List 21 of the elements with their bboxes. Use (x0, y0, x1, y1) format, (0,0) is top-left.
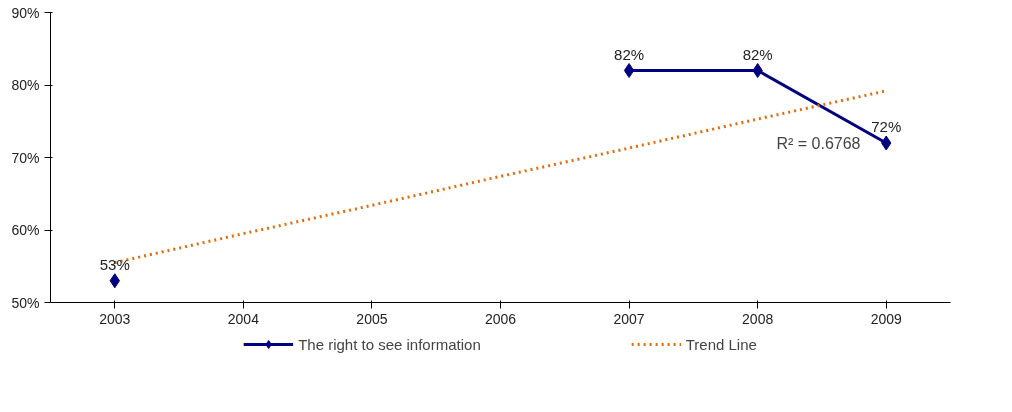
x-tick-label: 2005 (356, 310, 388, 327)
x-tick-label: 2007 (613, 310, 645, 327)
x-tick-label: 2008 (742, 310, 774, 327)
y-tick-label: 70% (11, 149, 40, 166)
x-tick-label: 2009 (870, 310, 902, 327)
point (623, 63, 635, 78)
y-tick-label: 90% (11, 4, 40, 21)
x-tick-label: 2004 (227, 310, 260, 327)
annotation: R² = 0.6768 (776, 134, 861, 152)
y-tick-label: 60% (11, 222, 40, 238)
data-label: 53% (99, 255, 130, 273)
data-label: 82% (742, 45, 773, 63)
data-label: 82% (614, 45, 645, 63)
y-tick-label: 80% (11, 77, 40, 93)
x-tick-label: 2003 (99, 310, 131, 327)
data-label: 72% (871, 118, 902, 135)
y-tick-label: 50% (11, 294, 40, 311)
legend-label: The right to see information (298, 335, 481, 353)
legend-label: Trend Line (685, 335, 757, 353)
x-tick-label: 2006 (484, 310, 517, 327)
point (752, 63, 763, 78)
